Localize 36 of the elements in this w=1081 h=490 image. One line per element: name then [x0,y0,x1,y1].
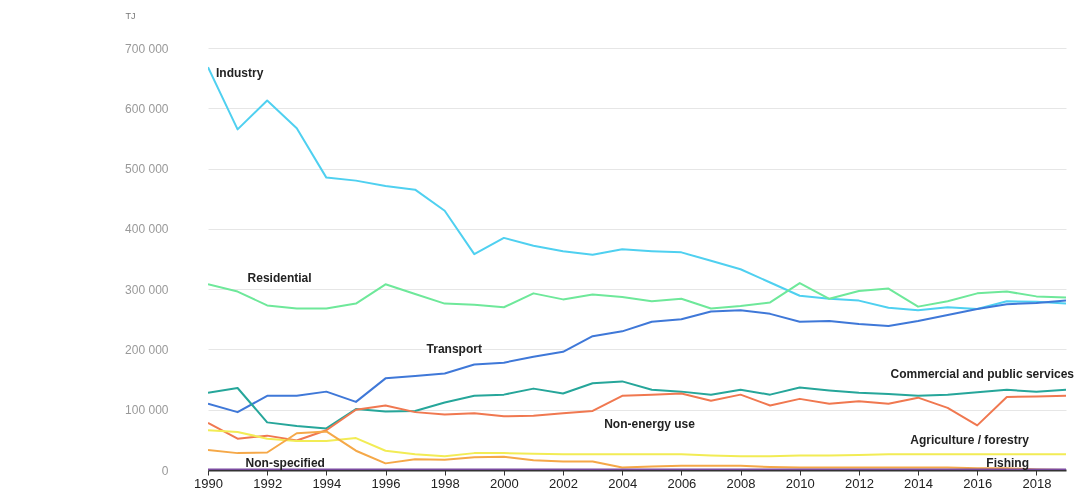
x-tick-label: 2016 [963,475,993,490]
x-tick-label: 1992 [253,475,283,490]
series-label: Agriculture / forestry [910,433,1030,448]
series-label: Commercial and public services [890,366,1075,381]
x-tick-label: 2004 [608,475,638,490]
y-tick-label: 100 000 [125,403,169,418]
x-tick-label: 2014 [904,475,934,490]
line-series [208,380,1066,430]
y-tick-label: 300 000 [125,282,169,297]
x-tick-label: 2002 [549,475,578,490]
series-label: Industry [216,66,264,81]
x-tick-label: 1990 [194,475,223,490]
series-label: Non-energy use [604,416,696,431]
y-tick-label: 400 000 [125,222,169,237]
x-tick-label: 2008 [726,475,756,490]
series-label: Non-specified [245,456,325,471]
x-tick-label: 2000 [489,475,519,490]
x-tick-label: 2018 [1022,475,1052,490]
line-series [208,282,1066,310]
x-tick-label: 2012 [844,475,874,490]
x-tick-label: 2010 [785,475,815,490]
x-tick-label: 1998 [430,475,460,490]
line-series [208,429,1066,458]
series-label: Residential [247,270,312,285]
line-series [208,66,1066,312]
y-tick-label: 600 000 [125,101,169,116]
x-tick-label: 1996 [371,475,401,490]
y-tick-label: 0 [161,463,169,478]
series-label: Fishing [986,456,1029,471]
y-tick-label: 200 000 [125,342,169,357]
y-axis-title: TJ [125,10,136,21]
series-label: Transport [426,341,482,356]
y-tick-label: 700 000 [125,41,169,56]
y-tick-label: 500 000 [125,162,169,177]
x-tick-label: 1994 [312,475,342,490]
x-tick-label: 2006 [667,475,697,490]
